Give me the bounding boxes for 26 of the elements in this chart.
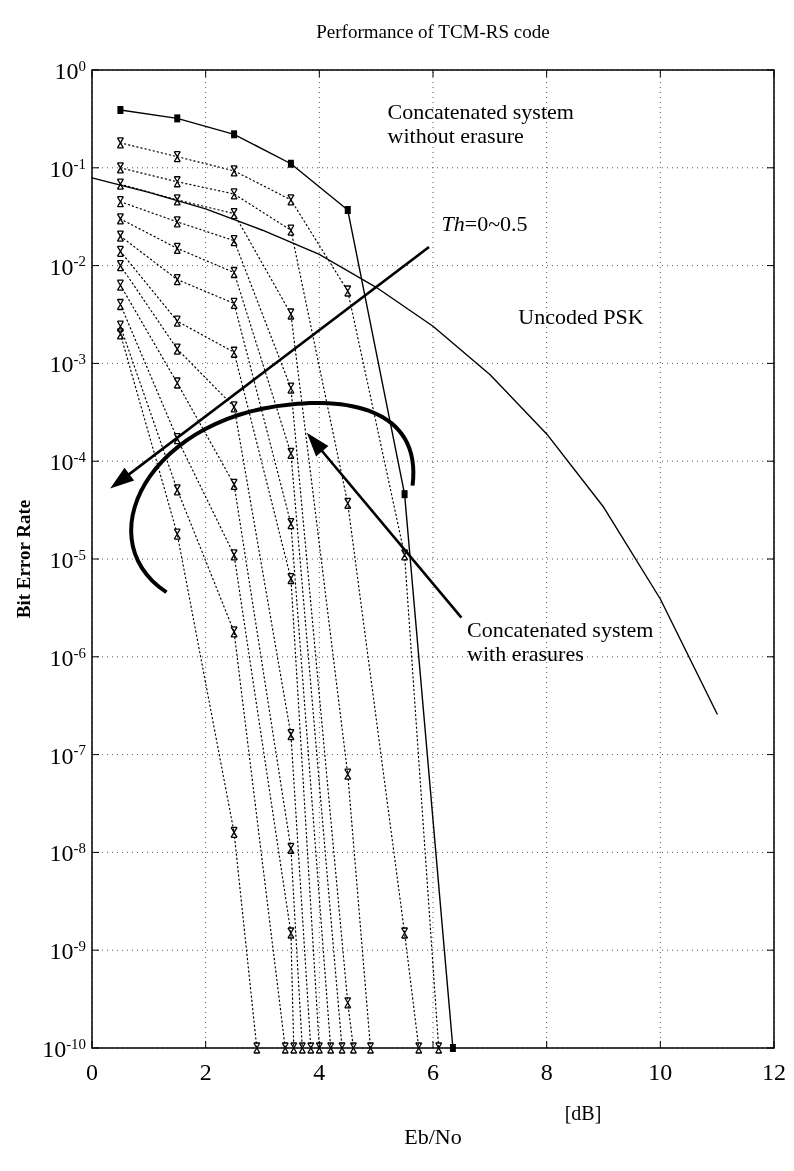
y-tick-label: 10$^{-4}$ — [49, 449, 87, 476]
annotation: Uncoded PSK — [518, 304, 644, 330]
y-tick-label: 10$^{-10}$ — [42, 1035, 86, 1062]
y-tick-label: 10$^{-1}$ — [49, 155, 86, 182]
y-tick-label: 10$^{-9}$ — [49, 938, 86, 965]
y-tick-label: 10$^{-7}$ — [49, 742, 87, 769]
y-tick-label: 10$^{-5}$ — [49, 546, 86, 573]
annotation: Th=0~0.5 — [441, 211, 528, 237]
x-tick-label: 10 — [648, 1059, 673, 1085]
text: [dB] — [564, 1102, 602, 1124]
x-tick-label: 6 — [427, 1059, 439, 1085]
x-tick-label: 12 — [762, 1059, 786, 1085]
chart-title: Performance of TCM-RS code — [316, 21, 550, 42]
x-tick-label: 4 — [313, 1059, 326, 1085]
y-axis-title: Bit Error Rate — [13, 499, 34, 619]
y-tick-label: 10$^{-2}$ — [49, 253, 86, 280]
y-tick-label: 10$^{-8}$ — [49, 840, 86, 867]
x-tick-label: 8 — [540, 1059, 553, 1085]
annotation: Concatenated system without erasure — [387, 98, 574, 149]
x-axis-title: Eb/No — [404, 1124, 462, 1149]
y-tick-label: 10$^{-6}$ — [49, 644, 86, 671]
y-tick-label: 10$^{-3}$ — [49, 351, 86, 378]
x-tick-label: 2 — [199, 1059, 212, 1085]
x-tick-label: 0 — [86, 1059, 98, 1085]
annotation: Concatenated system with erasures — [467, 617, 654, 667]
y-tick-label: 10$^{0}$ — [54, 57, 86, 84]
